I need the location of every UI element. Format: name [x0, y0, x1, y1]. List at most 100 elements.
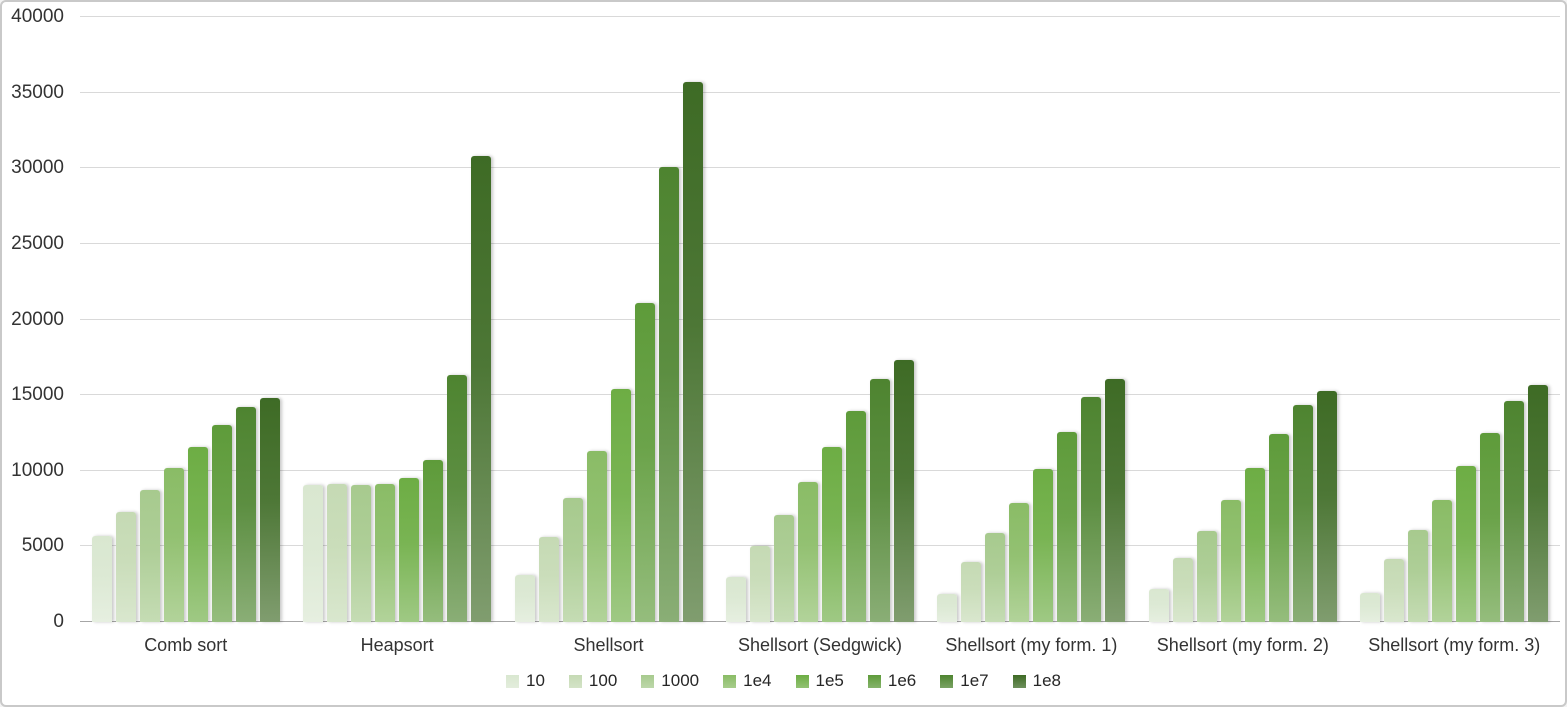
- bar: [235, 407, 256, 622]
- bar: [1057, 432, 1078, 622]
- bar: [538, 537, 559, 622]
- legend-label: 1000: [661, 671, 700, 690]
- bar: [845, 411, 866, 622]
- legend-label: 1e6: [887, 671, 917, 690]
- bar: [1408, 529, 1429, 622]
- legend-item: 1000: [641, 671, 699, 691]
- bar: [682, 82, 703, 622]
- bar: [187, 447, 208, 622]
- gridline: [80, 545, 1560, 547]
- bar: [937, 594, 958, 622]
- bar: [1384, 559, 1405, 622]
- gridline: [80, 318, 1560, 320]
- bar: [351, 485, 372, 622]
- bar: [139, 490, 160, 622]
- bar-group: [80, 17, 291, 622]
- bar: [1033, 469, 1054, 622]
- bar: [1292, 404, 1313, 622]
- bar: [749, 545, 770, 622]
- bar: [327, 484, 348, 622]
- bar: [1432, 499, 1453, 622]
- bar: [471, 156, 492, 622]
- bar: [375, 483, 396, 622]
- bar-group: [926, 17, 1137, 622]
- bar: [985, 532, 1006, 622]
- bar: [586, 451, 607, 622]
- bar: [1148, 588, 1169, 622]
- category-label: Heapsort: [360, 635, 434, 655]
- gridline: [80, 242, 1560, 244]
- plot-area: [80, 16, 1560, 622]
- bar: [303, 485, 324, 622]
- bar: [634, 302, 655, 622]
- legend-swatch-icon: [1012, 674, 1026, 688]
- y-tick-label: 30000: [11, 157, 64, 179]
- bar: [211, 425, 232, 622]
- legend-label: 1e8: [1032, 671, 1061, 690]
- bar: [1480, 432, 1501, 622]
- legend-item: 1e5: [795, 671, 844, 691]
- bar: [725, 577, 746, 622]
- category-label: Comb sort: [144, 635, 228, 655]
- bar: [1316, 390, 1337, 622]
- bar: [91, 535, 112, 622]
- legend-label: 1e7: [960, 671, 989, 690]
- bar: [773, 515, 794, 622]
- legend-swatch-icon: [506, 674, 519, 688]
- category-label: Shellsort (my form. 3): [1368, 635, 1541, 655]
- bar: [1172, 558, 1193, 622]
- bar: [1105, 378, 1126, 622]
- bar: [115, 512, 136, 622]
- bar: [1504, 401, 1525, 622]
- y-tick-label: 25000: [11, 232, 64, 254]
- y-tick-label: 15000: [11, 384, 64, 406]
- legend-label: 100: [588, 671, 618, 690]
- bar: [423, 460, 444, 622]
- x-axis-line: [80, 621, 1560, 622]
- bar: [1081, 396, 1102, 622]
- bar: [1456, 466, 1477, 622]
- bar: [514, 575, 535, 622]
- bar: [1009, 502, 1030, 622]
- bar: [658, 166, 679, 622]
- bar: [562, 497, 583, 622]
- legend-label: 1e5: [815, 671, 844, 690]
- bar: [893, 359, 914, 622]
- legend-item: 100: [568, 671, 618, 691]
- y-axis-labels: 0 5000 10000 15000 20000 25000 30000 35000 40000: [2, 7, 64, 632]
- gridline: [80, 91, 1560, 93]
- category-label: Shellsort (my form. 1): [945, 635, 1118, 655]
- category-label: Shellsort (Sedgwick): [737, 635, 902, 655]
- bar: [1528, 384, 1549, 622]
- legend-swatch-icon: [568, 674, 582, 688]
- legend-swatch-icon: [723, 674, 737, 688]
- bar-group: [714, 17, 925, 622]
- y-tick-label: 40000: [11, 6, 64, 27]
- legend: 10 100 1000 1e4 1e5 1e6 1e7 1e8: [2, 671, 1565, 691]
- bar-group: [291, 17, 502, 622]
- y-tick-label: 5000: [21, 535, 64, 557]
- bar: [399, 478, 420, 622]
- category-label: Shellsort: [573, 635, 644, 655]
- bar: [1220, 499, 1241, 622]
- legend-item: 1e4: [723, 671, 772, 691]
- y-tick-label: 35000: [11, 81, 64, 103]
- gridline: [80, 394, 1560, 396]
- bar: [259, 398, 280, 622]
- gridline: [80, 167, 1560, 169]
- bar: [821, 447, 842, 622]
- legend-item: 10: [506, 671, 545, 691]
- category-label: Shellsort (my form. 2): [1156, 635, 1329, 655]
- bar: [447, 375, 468, 622]
- bar: [610, 389, 631, 622]
- gridline: [80, 469, 1560, 471]
- legend-swatch-icon: [867, 674, 881, 688]
- bar: [163, 467, 184, 622]
- bar: [1360, 593, 1381, 622]
- legend-item: 1e8: [1012, 671, 1061, 691]
- y-tick-label: 10000: [11, 459, 64, 481]
- legend-swatch-icon: [795, 674, 809, 688]
- y-tick-label: 0: [53, 611, 64, 632]
- legend-label: 1e4: [743, 671, 772, 690]
